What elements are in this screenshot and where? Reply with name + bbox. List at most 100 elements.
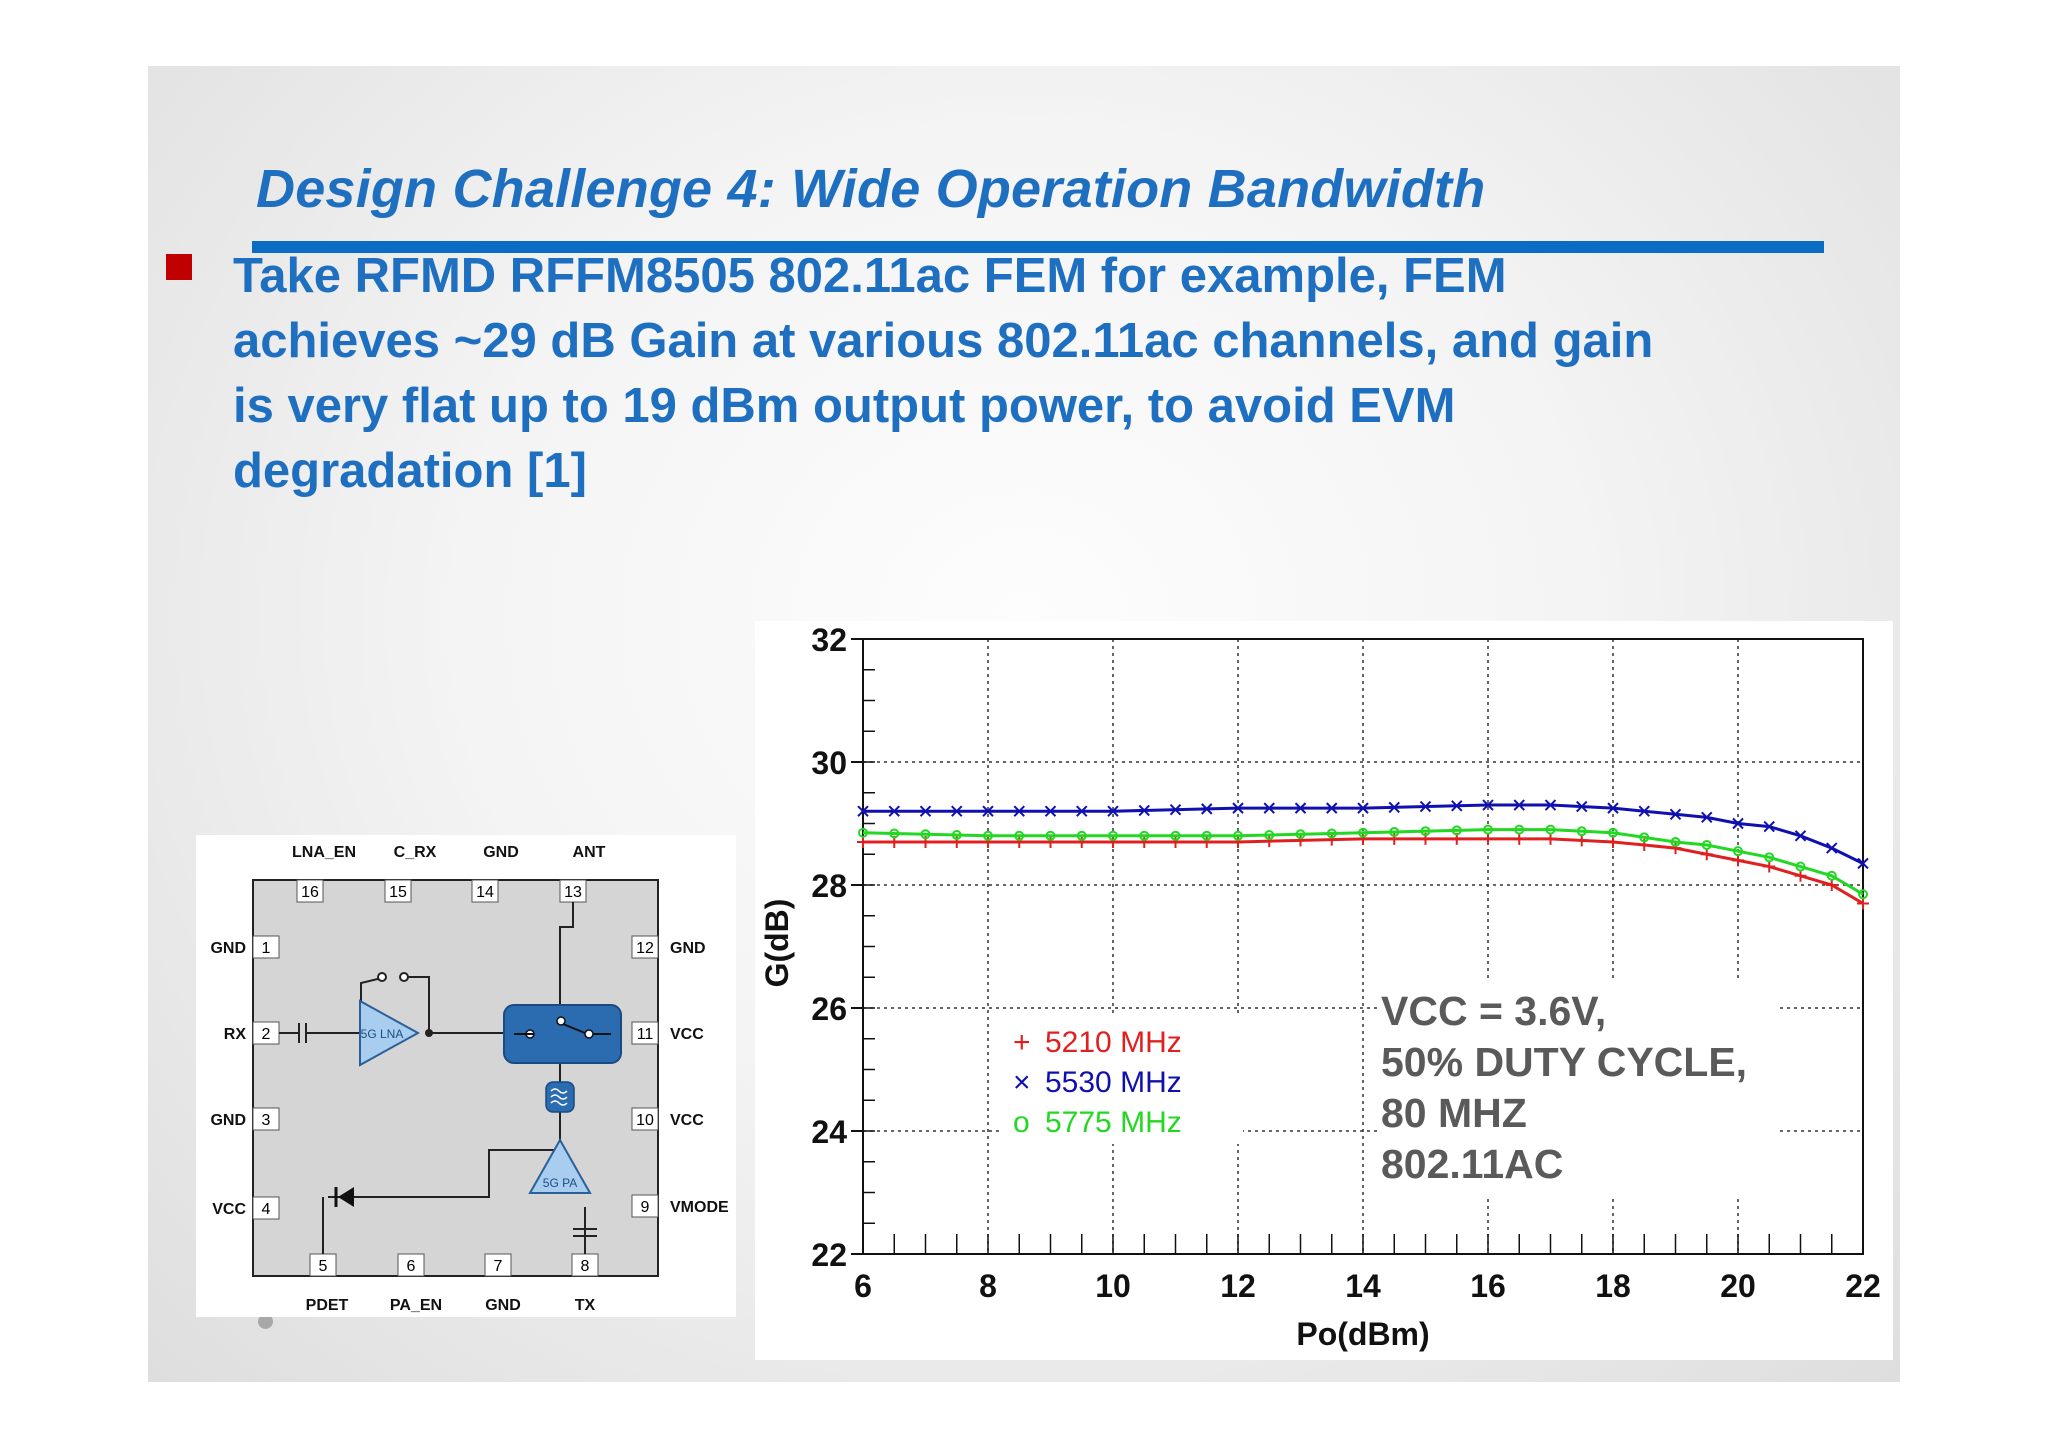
data-point: [1232, 835, 1244, 848]
x-tick-label: 10: [1095, 1268, 1131, 1304]
data-point: [1857, 857, 1869, 870]
pin-label: TX: [575, 1297, 596, 1314]
x-tick-label: 20: [1720, 1268, 1756, 1304]
data-point: [1108, 830, 1118, 841]
data-point: [1169, 803, 1182, 816]
pin-label: GND: [210, 1112, 246, 1129]
data-point: [1076, 805, 1088, 817]
data-point: [858, 827, 868, 838]
data-point: [950, 835, 963, 848]
data-point: [1326, 828, 1337, 839]
data-point: [1545, 824, 1556, 835]
pin-label: C_RX: [394, 844, 437, 861]
data-point: [1201, 803, 1213, 815]
pin-box: [631, 1107, 659, 1131]
switch-contact: [556, 1016, 566, 1026]
y-tick-label: 22: [811, 1237, 847, 1273]
data-point: [1544, 832, 1557, 845]
data-point: [951, 830, 962, 841]
data-point: [1701, 811, 1713, 824]
data-point: [1232, 802, 1244, 814]
data-point: [1326, 802, 1338, 814]
pin-label: VCC: [212, 1201, 246, 1218]
data-point: [1513, 832, 1526, 845]
data-point: [1295, 829, 1306, 840]
data-point: [1857, 897, 1869, 910]
pin-number: 4: [262, 1201, 271, 1218]
data-point: [857, 835, 869, 848]
pin-label: PA_EN: [390, 1297, 442, 1314]
data-point: [1358, 827, 1368, 838]
pin-box: [384, 879, 412, 903]
pin-label: GND: [670, 940, 706, 957]
data-point: [920, 829, 931, 840]
data-point: [1200, 835, 1213, 848]
data-point: [857, 805, 869, 817]
pin-box: [397, 1253, 425, 1277]
pin-number: 11: [637, 1026, 654, 1043]
x-tick-label: 14: [1345, 1268, 1381, 1304]
data-point: [1482, 799, 1494, 811]
data-point: [1794, 830, 1807, 842]
x-tick-label: 6: [854, 1268, 872, 1304]
pin-number: 6: [407, 1258, 416, 1275]
data-point: [1388, 801, 1400, 814]
data-point: [1294, 834, 1307, 847]
x-tick-labels: 6 8 10 12 14 16 18 20 22: [854, 1268, 1881, 1304]
data-point: [1388, 832, 1401, 845]
pin-label: RX: [224, 1026, 247, 1043]
pin-number: 1: [262, 940, 271, 957]
data-point: [1169, 835, 1182, 848]
junction-dot: [425, 1029, 433, 1037]
legend-marker: o: [1013, 1106, 1030, 1139]
switch-contact: [584, 1029, 594, 1039]
switch-arm: [514, 1023, 611, 1035]
pin-number: 14: [476, 884, 494, 901]
data-point: [1607, 835, 1619, 848]
pin-number: 8: [581, 1258, 590, 1275]
lna-label: 5G LNA: [361, 1027, 404, 1041]
data-point: [1264, 830, 1275, 841]
data-point: [1576, 826, 1587, 837]
data-point: [889, 828, 900, 839]
series: [857, 799, 1869, 910]
legend-entry: 5775 MHz: [1045, 1106, 1182, 1139]
data-point: [1044, 805, 1057, 817]
x-tick-label: 12: [1220, 1268, 1256, 1304]
data-point: [1669, 842, 1682, 855]
data-point: [1357, 832, 1369, 845]
pin-label: GND: [210, 940, 246, 957]
pin-label: VMODE: [670, 1199, 729, 1216]
pin-number: 13: [564, 884, 582, 901]
data-point: [1732, 854, 1744, 867]
plot-frame: [862, 638, 1864, 1255]
pin-box: [631, 1021, 659, 1045]
annotation-box: [1377, 981, 1779, 1196]
fem-pinout-diagram: 16 15 14 13 LNA_EN C_RX GND ANT 1 2 3 4 …: [196, 835, 736, 1317]
data-point: [1139, 830, 1150, 841]
pin-box: [252, 1107, 280, 1131]
data-point: [1138, 835, 1151, 848]
x-axis-label: Po(dBm): [1296, 1316, 1429, 1352]
data-point: [1575, 834, 1588, 847]
data-point: [1858, 889, 1868, 900]
y-tick-label: 32: [811, 622, 847, 658]
data-point: [1233, 830, 1243, 841]
pin-label: VCC: [670, 1026, 704, 1043]
data-point: [983, 830, 993, 841]
data-point: [1700, 848, 1713, 861]
pin-box: [296, 879, 324, 903]
annotation-line: 802.11AC: [1381, 1141, 1563, 1187]
title-rule: [252, 241, 1824, 253]
pin-box: [484, 1253, 512, 1277]
data-point: [1764, 852, 1775, 863]
pin-label: VCC: [670, 1112, 704, 1129]
data-point: [1701, 840, 1712, 851]
data-point: [1794, 869, 1807, 882]
slide-title: Design Challenge 4: Wide Operation Bandw…: [256, 159, 1486, 219]
pin-label: GND: [483, 844, 519, 861]
y-tick-label: 24: [811, 1114, 847, 1150]
data-point: [1263, 802, 1275, 814]
data-point: [1076, 830, 1087, 841]
data-point: [982, 805, 994, 817]
